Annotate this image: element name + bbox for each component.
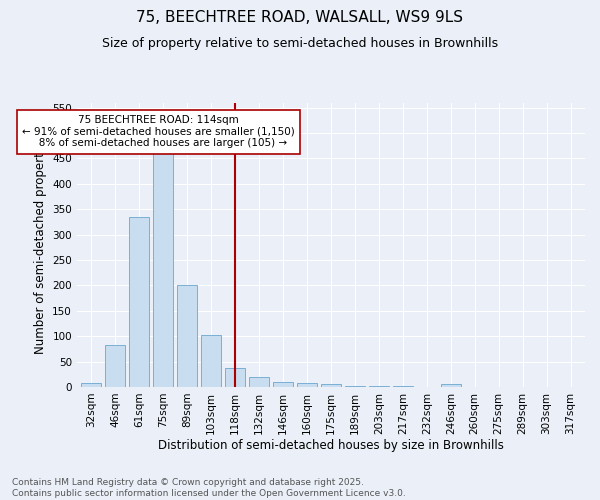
Bar (201, 335, 221, 387)
Bar (440, 384, 461, 387)
Bar (129, 217, 149, 387)
Y-axis label: Number of semi-detached properties: Number of semi-detached properties (34, 136, 47, 354)
Bar (177, 286, 197, 387)
Bar (368, 386, 389, 387)
Bar (392, 386, 413, 387)
Text: Size of property relative to semi-detached houses in Brownhills: Size of property relative to semi-detach… (102, 38, 498, 51)
Bar (81, 383, 101, 387)
Bar (273, 382, 293, 387)
Text: 75 BEECHTREE ROAD: 114sqm
← 91% of semi-detached houses are smaller (1,150)
   8: 75 BEECHTREE ROAD: 114sqm ← 91% of semi-… (22, 115, 295, 148)
Text: Contains HM Land Registry data © Crown copyright and database right 2025.
Contai: Contains HM Land Registry data © Crown c… (12, 478, 406, 498)
Text: 75, BEECHTREE ROAD, WALSALL, WS9 9LS: 75, BEECHTREE ROAD, WALSALL, WS9 9LS (137, 10, 464, 25)
Bar (153, 154, 173, 387)
X-axis label: Distribution of semi-detached houses by size in Brownhills: Distribution of semi-detached houses by … (158, 440, 504, 452)
Bar (321, 384, 341, 387)
Bar (105, 346, 125, 387)
Bar (297, 383, 317, 387)
Bar (249, 377, 269, 387)
Bar (344, 386, 365, 387)
Bar (225, 368, 245, 387)
